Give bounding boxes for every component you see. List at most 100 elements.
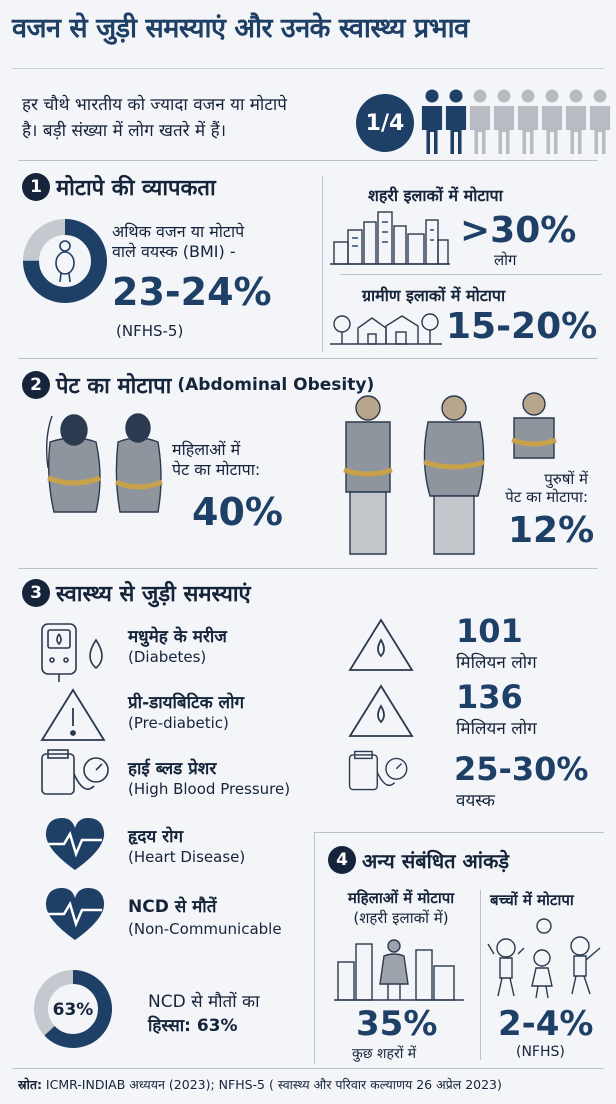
divider bbox=[480, 890, 481, 1060]
ncd-ring-chart bbox=[30, 966, 116, 1052]
intro-line-1: हर चौथे भारतीय को ज्यादा वजन या मोटापे bbox=[22, 95, 287, 115]
person-icon bbox=[493, 89, 515, 154]
intro-text: हर चौथे भारतीय को ज्यादा वजन या मोटापे ह… bbox=[22, 92, 342, 144]
bp-unit: वयस्क bbox=[456, 791, 495, 811]
prediabetic-sub: (Pre-diabetic) bbox=[128, 714, 229, 732]
ncd-sub: (Non-Communicable bbox=[128, 920, 282, 938]
people-icons bbox=[421, 89, 611, 154]
ncd-title: NCD से मौतें bbox=[128, 897, 217, 917]
prediabetic-title: प्री-डायबिटिक लोग bbox=[128, 693, 245, 713]
kids-value: 2-4% bbox=[498, 1004, 594, 1044]
divider bbox=[18, 160, 598, 161]
diabetes-sub: (Diabetes) bbox=[128, 648, 207, 666]
bp-monitor-icon bbox=[344, 748, 414, 800]
urban-women-note: कुछ शहरों में bbox=[352, 1046, 417, 1062]
warning-icon bbox=[346, 682, 416, 740]
person-icon bbox=[517, 89, 539, 154]
men-label-1: पुरुषों में bbox=[544, 470, 588, 488]
fraction-badge: 1/4 bbox=[356, 94, 414, 152]
section4-title: अन्य संबंधित आंकड़े bbox=[362, 848, 510, 873]
ncd-share-line-2: हिस्सा: 63% bbox=[148, 1016, 238, 1036]
person-icon bbox=[565, 89, 587, 154]
ncd-share-line-1: NCD से मौतों का bbox=[148, 992, 260, 1012]
people-row bbox=[420, 84, 612, 156]
women-label-2: पेट का मोटापा: bbox=[172, 460, 261, 479]
women-waist-icon bbox=[34, 408, 174, 518]
men-abdominal-label: पुरुषों में पेट का मोटापा: bbox=[498, 470, 588, 506]
city-skyline-icon bbox=[330, 208, 450, 266]
bp-value: 25-30% bbox=[454, 750, 589, 788]
person-icon bbox=[469, 89, 491, 154]
overweight-ring bbox=[20, 216, 110, 306]
divider bbox=[340, 274, 602, 275]
kids-title: बच्चों में मोटापा bbox=[490, 891, 574, 909]
women-abdominal-value: 40% bbox=[192, 490, 283, 534]
men-label-2: पेट का मोटापा: bbox=[505, 488, 588, 506]
divider bbox=[314, 832, 604, 833]
city-woman-icon bbox=[334, 936, 464, 1002]
prediabetic-unit: मिलियन लोग bbox=[456, 719, 537, 739]
footer-source: स्रोत: ICMR-INDIAB अध्ययन (2023); NFHS-5… bbox=[18, 1076, 602, 1093]
urban-women-title-2: (शहरी इलाकों में) bbox=[353, 909, 449, 927]
person-icon bbox=[55, 240, 75, 283]
section-number: 1 bbox=[22, 173, 50, 201]
glucometer-icon bbox=[38, 620, 114, 684]
women-abdominal-label: महिलाओं में पेट का मोटापा: bbox=[172, 440, 260, 480]
section1-title: मोटापे की व्यापकता bbox=[56, 176, 216, 201]
divider bbox=[12, 1068, 604, 1069]
overweight-label-1: अथिक वजन या मोटापे bbox=[112, 222, 245, 241]
men-waist-icon bbox=[338, 392, 568, 562]
section2-title-en: (Abdominal Obesity) bbox=[177, 375, 375, 395]
section4-heading: 4 अन्य संबंधित आंकड़े bbox=[328, 846, 509, 874]
bp-monitor-icon bbox=[38, 746, 114, 806]
section3-title: स्वास्थ्य से जुड़ी समस्याएं bbox=[56, 582, 251, 607]
rural-value: 15-20% bbox=[446, 306, 598, 347]
section2-heading: 2 पेट का मोटापा (Abdominal Obesity) bbox=[22, 370, 374, 400]
bp-sub: (High Blood Pressure) bbox=[128, 780, 291, 798]
heart-icon bbox=[40, 814, 110, 874]
diabetes-title: मधुमेह के मरीज bbox=[128, 627, 227, 647]
section-number: 4 bbox=[328, 846, 356, 874]
urban-women-title: महिलाओं में मोटापा (शहरी इलाकों में) bbox=[326, 888, 476, 928]
divider bbox=[314, 832, 315, 1064]
ring-chart-icon bbox=[23, 219, 107, 303]
footer-text: ICMR-INDIAB अध्ययन (2023); NFHS-5 ( स्वा… bbox=[45, 1077, 502, 1092]
ncd-share-text: NCD से मौतों का हिस्सा: 63% bbox=[148, 990, 260, 1038]
person-icon bbox=[541, 89, 563, 154]
ring-chart-icon bbox=[34, 970, 112, 1048]
urban-women-value: 35% bbox=[356, 1004, 438, 1044]
section3-heading: 3 स्वास्थ्य से जुड़ी समस्याएं bbox=[22, 578, 251, 608]
overweight-label: अथिक वजन या मोटापे वाले वयस्क (BMI) - bbox=[112, 222, 312, 262]
women-label-1: महिलाओं में bbox=[172, 440, 241, 459]
ncd-ring-label: 63% bbox=[52, 1000, 94, 1020]
diabetes-unit: मिलियन लोग bbox=[456, 653, 537, 673]
village-icon bbox=[330, 304, 442, 348]
page-title: वजन से जुड़ी समस्याएं और उनके स्वास्थ्य … bbox=[12, 13, 469, 44]
overweight-value: 23-24% bbox=[112, 270, 272, 314]
person-icon bbox=[421, 89, 443, 154]
person-icon bbox=[445, 89, 467, 154]
urban-unit: लोग bbox=[494, 251, 517, 269]
intro-line-2: है। बड़ी संख्या में लोग खतरे में हैं। bbox=[22, 121, 227, 141]
section1-heading: 1 मोटापे की व्यापकता bbox=[22, 172, 216, 202]
divider bbox=[322, 176, 323, 352]
heart-disease-title: हृदय रोग bbox=[128, 827, 184, 847]
kids-note: (NFHS) bbox=[516, 1044, 565, 1060]
title-divider bbox=[12, 68, 604, 69]
heart-icon bbox=[40, 884, 110, 944]
men-abdominal-value: 12% bbox=[508, 510, 595, 551]
divider bbox=[18, 568, 598, 569]
divider bbox=[18, 358, 598, 359]
footer-label: स्रोत: bbox=[18, 1077, 42, 1092]
person-icon bbox=[589, 89, 611, 154]
section-number: 2 bbox=[22, 371, 50, 399]
section-number: 3 bbox=[22, 579, 50, 607]
overweight-source: (NFHS-5) bbox=[116, 322, 184, 340]
diabetes-value: 101 bbox=[456, 612, 523, 650]
children-playing-icon bbox=[486, 918, 606, 1000]
urban-women-title-1: महिलाओं में मोटापा bbox=[347, 889, 455, 907]
warning-icon bbox=[346, 616, 416, 674]
warning-icon bbox=[38, 686, 108, 744]
bp-title: हाई ब्लड प्रेशर bbox=[128, 759, 217, 779]
rural-title: ग्रामीण इलाकों में मोटापा bbox=[362, 286, 506, 305]
